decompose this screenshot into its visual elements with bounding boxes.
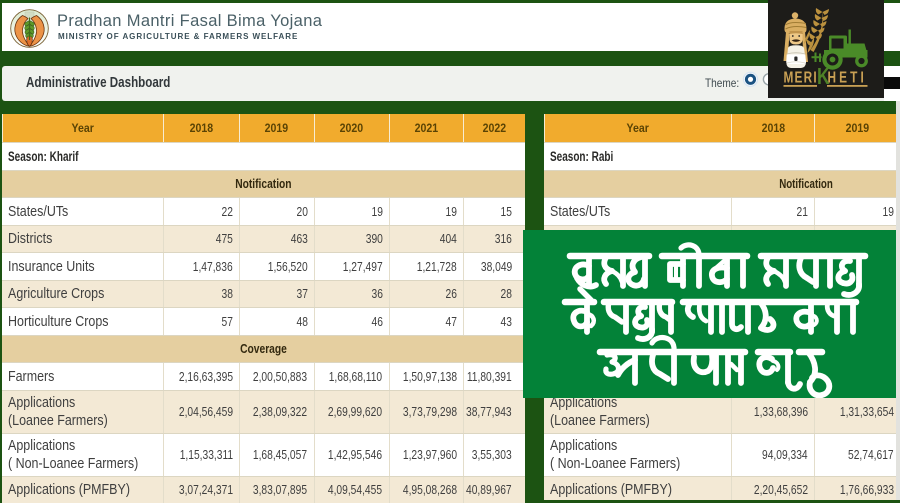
svg-text:K: K <box>817 65 830 90</box>
svg-text:MERI: MERI <box>784 68 818 86</box>
svg-text:HETI: HETI <box>828 68 867 86</box>
